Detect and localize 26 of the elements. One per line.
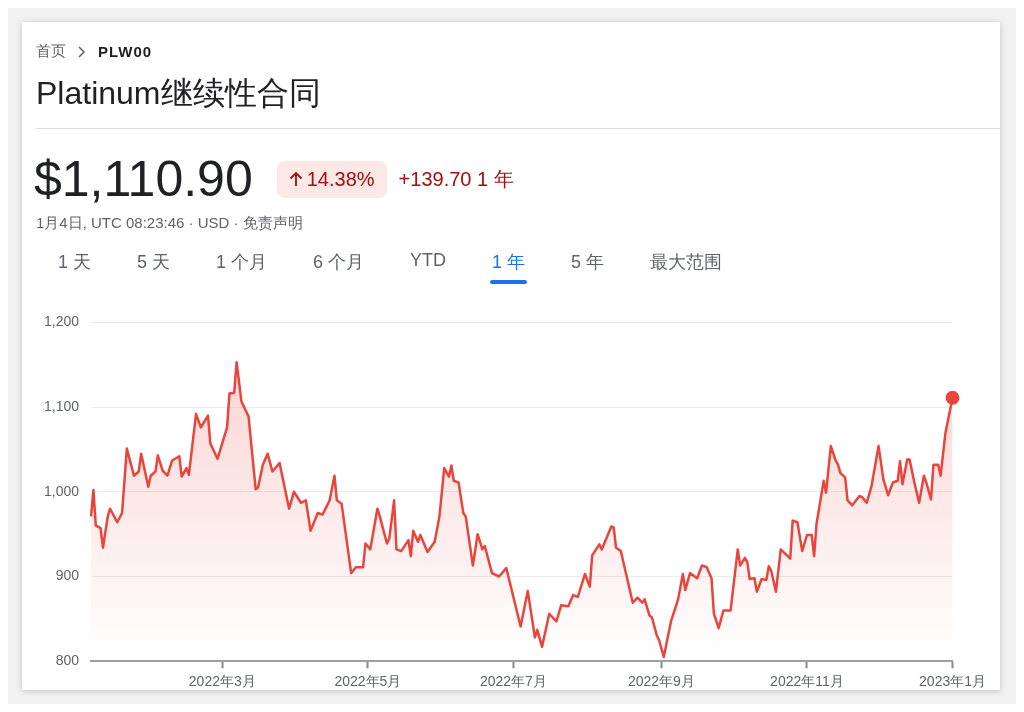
text: 1 天 — [58, 251, 92, 274]
text: +139.70 1 年 — [398, 166, 514, 192]
y-tick-label: 800 — [55, 652, 80, 669]
x-tick-label: 2022年11月 — [770, 673, 844, 690]
text: 1月4日, UTC 08:23:46 · USD · 免责声明 — [36, 214, 303, 233]
text: 6 个月 — [313, 251, 365, 274]
x-tick-label: 2022年7月 — [479, 673, 547, 690]
x-tick-label: 2022年5月 — [334, 673, 402, 690]
text: 1 个月 — [216, 251, 268, 274]
x-tick-label: 2022年3月 — [188, 673, 256, 690]
y-tick-label: 1,100 — [43, 397, 80, 414]
y-tick-label: 1,200 — [43, 313, 80, 330]
text: PLW00 — [98, 43, 153, 60]
y-tick-label: 900 — [55, 567, 80, 584]
x-tick-label: 2023年1月 — [919, 673, 986, 690]
text: 首页 — [36, 42, 66, 61]
text: 最大范围 — [650, 251, 723, 274]
text: 5 天 — [137, 251, 171, 274]
y-tick-label: 1,000 — [43, 482, 80, 499]
text: 5 年 — [571, 251, 605, 274]
text: YTD — [410, 250, 447, 272]
x-tick-label: 2022年9月 — [627, 673, 695, 690]
chart-title: Platinum继续性合同 — [36, 74, 321, 113]
text: 14.38% — [276, 160, 387, 198]
text: $1,110.90 — [34, 150, 253, 208]
text: 1 年 — [492, 251, 526, 274]
